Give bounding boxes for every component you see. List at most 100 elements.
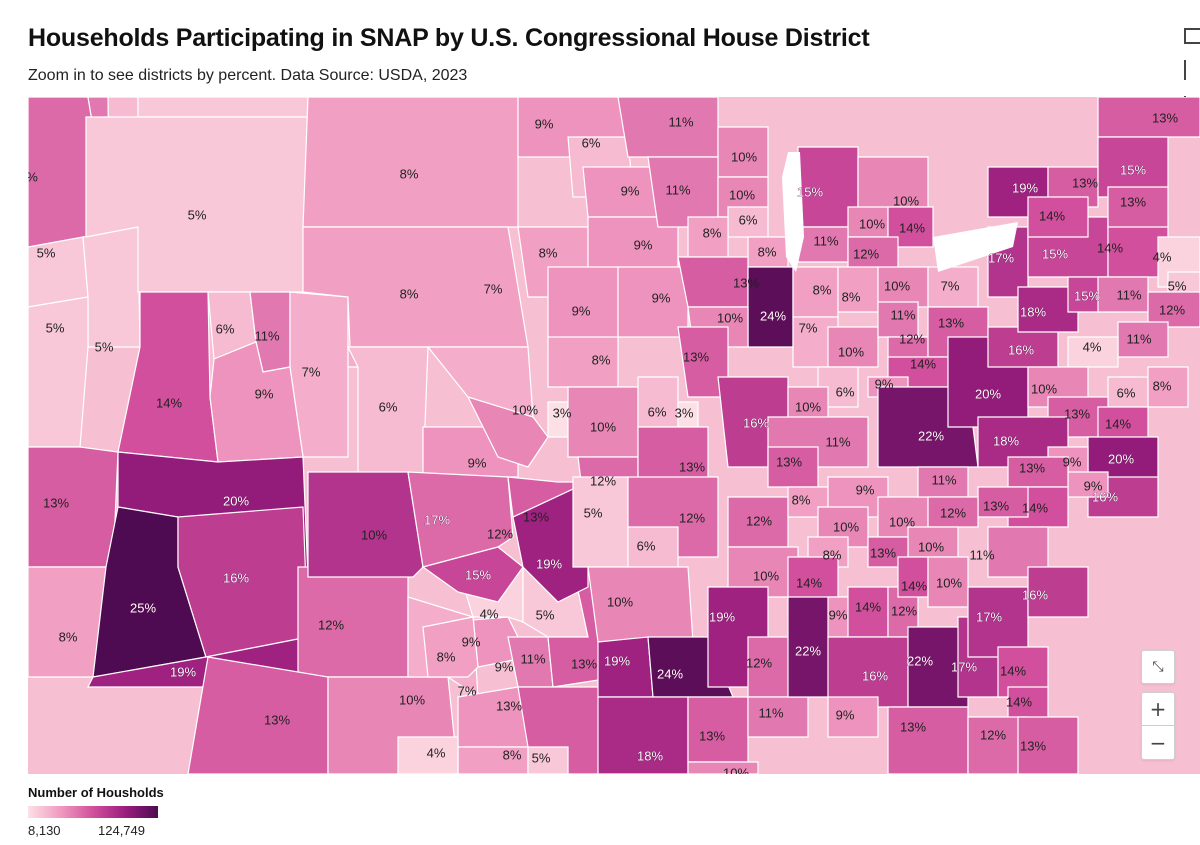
- district-label-georgia-southeast: 14%: [1000, 664, 1026, 679]
- district-label-south-dakota: 8%: [400, 287, 419, 302]
- district-label-oklahoma-west: 17%: [424, 513, 450, 528]
- lake-1: [782, 152, 804, 272]
- district-label-missouri-west: 8%: [592, 353, 611, 368]
- district-arkansas-west[interactable]: [572, 476, 629, 568]
- district-label-texas-west: 12%: [318, 618, 344, 633]
- district-label-arkansas-central: 12%: [679, 511, 705, 526]
- district-label-pennsylvania-harrisburg: 15%: [1074, 289, 1100, 304]
- district-label-minnesota-north: 9%: [535, 117, 554, 132]
- district-new-york-north[interactable]: [1097, 97, 1200, 138]
- district-texas-far-west[interactable]: [187, 656, 329, 774]
- district-label-north-carolina-south: 13%: [983, 499, 1009, 514]
- district-label-utah-salt-lake: 6%: [216, 322, 235, 337]
- district-label-missouri-east: 6%: [648, 405, 667, 420]
- choropleth-map[interactable]: % 5% 5% 5% 13% 8% 5% 14% 6% 11% 7% 9% 20% 25% 16% 19% 8%…: [28, 97, 1200, 774]
- district-oklahoma-central[interactable]: [407, 471, 514, 568]
- district-label-delaware: 5%: [1168, 279, 1187, 294]
- district-california-south[interactable]: [28, 446, 119, 568]
- district-south-carolina-central[interactable]: [1027, 566, 1089, 618]
- district-michigan-detroit[interactable]: [887, 206, 934, 248]
- district-label-west-virginia: 20%: [975, 387, 1001, 402]
- district-label-oklahoma-central: 12%: [487, 527, 513, 542]
- district-label-nebraska-west: 6%: [379, 400, 398, 415]
- zoom-in-button[interactable]: +: [1141, 692, 1175, 726]
- district-label-missouri-central: 10%: [590, 420, 616, 435]
- map-area[interactable]: % 5% 5% 5% 13% 8% 5% 14% 6% 11% 7% 9% 20% 25% 16% 19% 8%…: [28, 97, 1200, 774]
- district-label-mississippi-central: 19%: [709, 610, 735, 625]
- district-texas-austin[interactable]: [397, 736, 459, 774]
- district-label-new-york-south: 14%: [1039, 209, 1065, 224]
- district-nevada[interactable]: [82, 226, 141, 348]
- district-label-south-carolina-central: 16%: [1022, 588, 1048, 603]
- map-subtitle: Zoom in to see districts by percent. Dat…: [28, 67, 468, 84]
- district-oklahoma-west[interactable]: [307, 471, 424, 578]
- district-label-tennessee-knoxville: 12%: [940, 506, 966, 521]
- district-label-indiana-northeast: 8%: [842, 290, 861, 305]
- district-label-north-carolina-piedmont: 14%: [1022, 501, 1048, 516]
- district-texas-gulf[interactable]: [527, 746, 569, 774]
- district-label-north-carolina-central: 9%: [1063, 455, 1082, 470]
- collapse-icon: ⤡: [1152, 659, 1164, 675]
- district-north-dakota[interactable]: [302, 97, 519, 228]
- zoom-out-button[interactable]: −: [1141, 726, 1175, 760]
- minus-icon: −: [1149, 730, 1167, 755]
- district-label-mississippi-south: 12%: [746, 656, 772, 671]
- district-label-texas-coast: 8%: [503, 748, 522, 763]
- district-label-georgia-east: 17%: [976, 610, 1002, 625]
- fullscreen-icon[interactable]: [1184, 28, 1200, 44]
- district-virginia-north[interactable]: [1067, 336, 1119, 368]
- district-alabama-mobile[interactable]: [827, 696, 879, 738]
- district-colorado-central[interactable]: [209, 341, 304, 463]
- district-louisiana-coast[interactable]: [687, 761, 759, 774]
- district-label-texas-panhandle: 10%: [361, 528, 387, 543]
- legend-min-label: 8,130: [28, 823, 61, 838]
- district-montana[interactable]: [137, 97, 309, 118]
- district-oklahoma-south[interactable]: [421, 546, 524, 603]
- district-indiana-indianapolis[interactable]: [827, 326, 879, 368]
- district-label-iowa-south: 9%: [572, 304, 591, 319]
- district-label-west-virginia-north: 16%: [1008, 343, 1034, 358]
- district-missouri-east[interactable]: [637, 376, 679, 428]
- district-label-georgia-central: 17%: [951, 660, 977, 675]
- district-label-california-north: 5%: [37, 246, 56, 261]
- district-label-california-southwest: 8%: [59, 630, 78, 645]
- district-label-illinois-central: 13%: [683, 350, 709, 365]
- district-label-alabama-south: 16%: [862, 669, 888, 684]
- district-label-michigan-west: 15%: [797, 185, 823, 200]
- district-virginia-east[interactable]: [1147, 366, 1189, 408]
- district-label-colorado-central: 9%: [255, 387, 274, 402]
- district-label-mississippi-coast: 11%: [758, 706, 783, 721]
- district-texas-west[interactable]: [297, 566, 409, 678]
- district-florida-central[interactable]: [967, 716, 1029, 774]
- district-kansas-central[interactable]: [466, 396, 549, 468]
- district-label-indiana-north: 8%: [813, 283, 832, 298]
- district-label-illinois-west: 10%: [717, 311, 743, 326]
- district-louisiana-south[interactable]: [597, 696, 689, 774]
- district-label-louisiana-north: 24%: [657, 667, 683, 682]
- district-maryland-baltimore[interactable]: [1147, 291, 1200, 328]
- district-arkansas-south[interactable]: [587, 566, 694, 643]
- district-new-york-south[interactable]: [1027, 196, 1089, 238]
- fit-map-button[interactable]: ⤡: [1141, 650, 1175, 684]
- district-label-kentucky-central: 13%: [776, 455, 802, 470]
- district-label-north-dakota: 8%: [400, 167, 419, 182]
- district-label-arizona-central: 16%: [223, 571, 249, 586]
- district-label-alabama-east: 12%: [891, 604, 917, 619]
- district-texas-fort-worth[interactable]: [422, 616, 479, 678]
- district-label-tennessee-south: 10%: [833, 520, 859, 535]
- district-label-arizona-west: 25%: [130, 601, 156, 616]
- district-florida-north[interactable]: [887, 706, 969, 774]
- district-florida-east[interactable]: [1017, 716, 1079, 774]
- district-pennsylvania-south[interactable]: [1017, 286, 1079, 333]
- district-label-nebraska-east: 7%: [484, 282, 503, 297]
- district-label-michigan-southeast: 12%: [853, 247, 879, 262]
- district-label-ohio-columbus: 12%: [899, 332, 925, 347]
- district-label-arizona-border: 19%: [170, 665, 196, 680]
- district-new-york-hudson[interactable]: [1107, 186, 1169, 228]
- district-label-indiana-southwest: 10%: [795, 400, 821, 415]
- district-tennessee-knoxville[interactable]: [927, 496, 979, 528]
- district-label-oklahoma-tulsa: 13%: [523, 510, 549, 525]
- district-label-arkansas-west: 5%: [584, 506, 603, 521]
- district-california-central[interactable]: [28, 296, 89, 448]
- district-label-kansas-central: 10%: [512, 403, 538, 418]
